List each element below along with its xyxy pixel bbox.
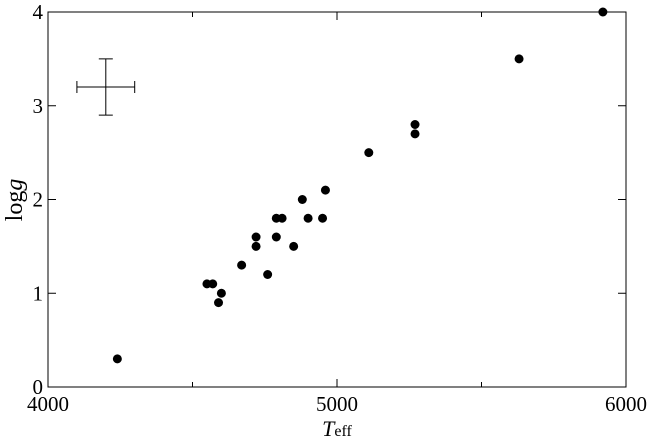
x-label-symbol: T [322,416,336,441]
x-tick-label: 4000 [27,392,69,416]
data-point [251,241,261,251]
data-point [514,54,524,64]
x-axis-label: Teff [322,416,352,441]
data-point [318,213,328,223]
data-point [320,185,330,195]
y-label-func: log [2,191,28,222]
data-point [303,213,313,223]
data-point [364,148,374,158]
y-tick-label: 2 [33,188,44,212]
data-point [214,298,224,308]
y-tick-label: 4 [33,0,44,24]
data-point [277,213,287,223]
data-point [251,232,261,242]
data-point [237,260,247,270]
data-point [289,241,299,251]
x-tick-label: 5000 [316,392,358,416]
data-point [410,120,420,129]
data-point [271,232,281,242]
y-tick-label: 3 [33,94,44,118]
data-point [112,354,122,364]
y-label-var: g [2,179,28,191]
data-point [598,7,608,17]
data-point [208,279,218,289]
data-point [297,195,307,204]
plot-frame [47,11,627,388]
y-tick-label: 1 [33,281,44,305]
y-tick-label: 0 [33,375,44,399]
x-label-subscript: eff [334,423,352,440]
x-tick-label: 6000 [605,392,647,416]
data-point [263,270,273,279]
y-axis-label: logg [2,179,28,222]
data-point [410,129,420,139]
data-point [216,288,226,298]
